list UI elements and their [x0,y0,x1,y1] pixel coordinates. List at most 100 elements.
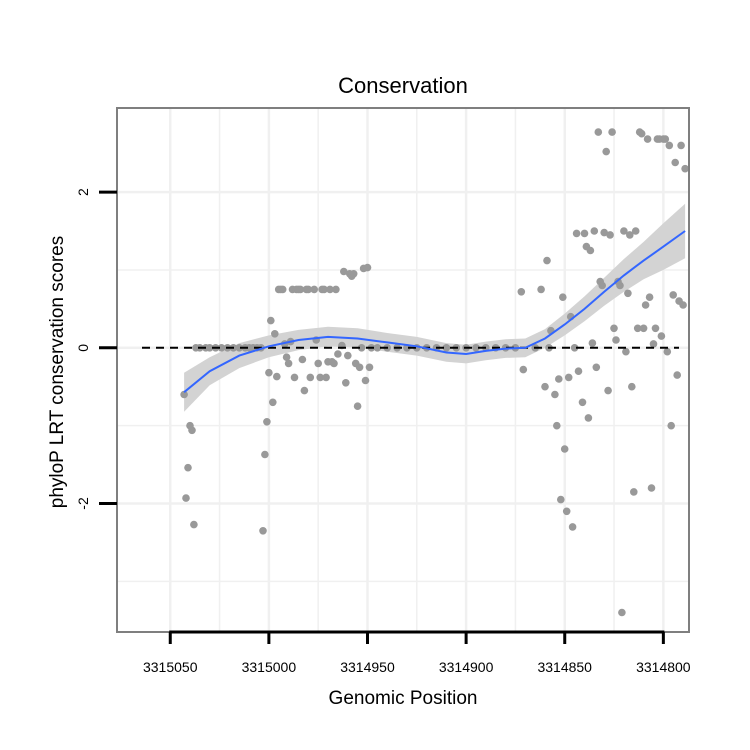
data-point [300,386,309,395]
data-point [334,350,342,358]
data-point [357,344,366,352]
chart-title: Conservation [338,73,468,98]
data-point [592,363,601,372]
data-point [353,402,362,411]
data-point [594,128,603,136]
data-point [298,355,307,364]
data-point [555,375,563,383]
data-point [586,246,595,255]
data-point [557,495,565,504]
data-point [553,421,561,430]
data-point [373,344,382,352]
data-point [622,347,630,356]
data-point [320,285,328,294]
data-point [580,229,589,238]
data-point [342,379,350,387]
data-point [322,373,330,382]
y-axis: -2 0 2 [75,188,117,510]
data-point [584,414,593,422]
data-point [273,372,281,381]
data-point [269,398,277,407]
x-tick-label: 3314850 [537,659,592,675]
data-point [472,344,480,352]
data-point [665,141,674,150]
data-point [574,367,583,376]
data-point [631,227,640,235]
data-point [290,373,299,382]
data-point [649,340,658,348]
data-point [271,330,279,338]
x-tick-label: 3314900 [439,659,494,675]
data-point [671,158,679,167]
data-point [284,359,293,368]
data-point [598,281,606,290]
data-point [616,281,624,290]
y-tick-label: -2 [75,497,91,510]
data-point [355,363,364,372]
data-point [541,382,549,391]
data-point [628,382,636,391]
data-point [618,608,626,617]
data-point [310,285,319,294]
data-point [606,231,614,239]
data-point [590,227,599,235]
x-axis-title: Genomic Position [329,688,478,709]
data-point [604,386,612,395]
data-point [560,445,569,453]
data-point [340,267,348,276]
data-point [588,339,597,347]
x-tick-label: 3315000 [242,659,297,675]
data-point [188,426,196,435]
data-point [633,324,642,333]
data-point [572,229,581,238]
data-point [679,301,687,309]
data-point [306,373,315,382]
data-point [624,289,632,298]
data-point [612,336,620,344]
data-point [267,316,275,325]
data-point [610,324,618,333]
data-point [349,270,358,278]
x-tick-label: 3314950 [340,659,395,675]
data-point [661,135,670,143]
data-point [282,353,291,362]
data-point [180,390,188,399]
data-point [205,344,214,352]
data-point [519,365,528,374]
data-point [517,288,526,296]
data-point [259,527,267,535]
data-point [326,285,334,294]
data-point [442,344,451,352]
data-point [663,347,672,356]
data-point [630,488,638,496]
data-point [639,324,648,333]
data-point [681,164,689,173]
data-point [637,129,646,138]
data-point [677,141,685,150]
smooth-line [183,230,686,393]
data-point [330,359,338,368]
x-tick-label: 3314800 [636,659,691,675]
data-point [304,285,313,294]
data-point [608,128,616,136]
y-tick-label: 0 [75,344,91,352]
data-point [235,344,244,352]
data-point [265,368,273,377]
data-point [578,398,587,407]
data-point [645,293,654,302]
data-point [559,293,567,302]
plot-panel [116,107,690,633]
data-point [543,256,551,265]
data-point [316,373,325,382]
x-tick-label: 3315050 [143,659,198,675]
data-point [182,494,190,502]
data-point [626,231,634,239]
data-point [620,227,628,235]
data-point [314,359,323,368]
data-point [261,450,269,459]
data-point [278,285,287,294]
data-point [657,332,666,340]
data-point [551,390,559,399]
data-point [217,344,226,352]
data-point [263,418,271,426]
